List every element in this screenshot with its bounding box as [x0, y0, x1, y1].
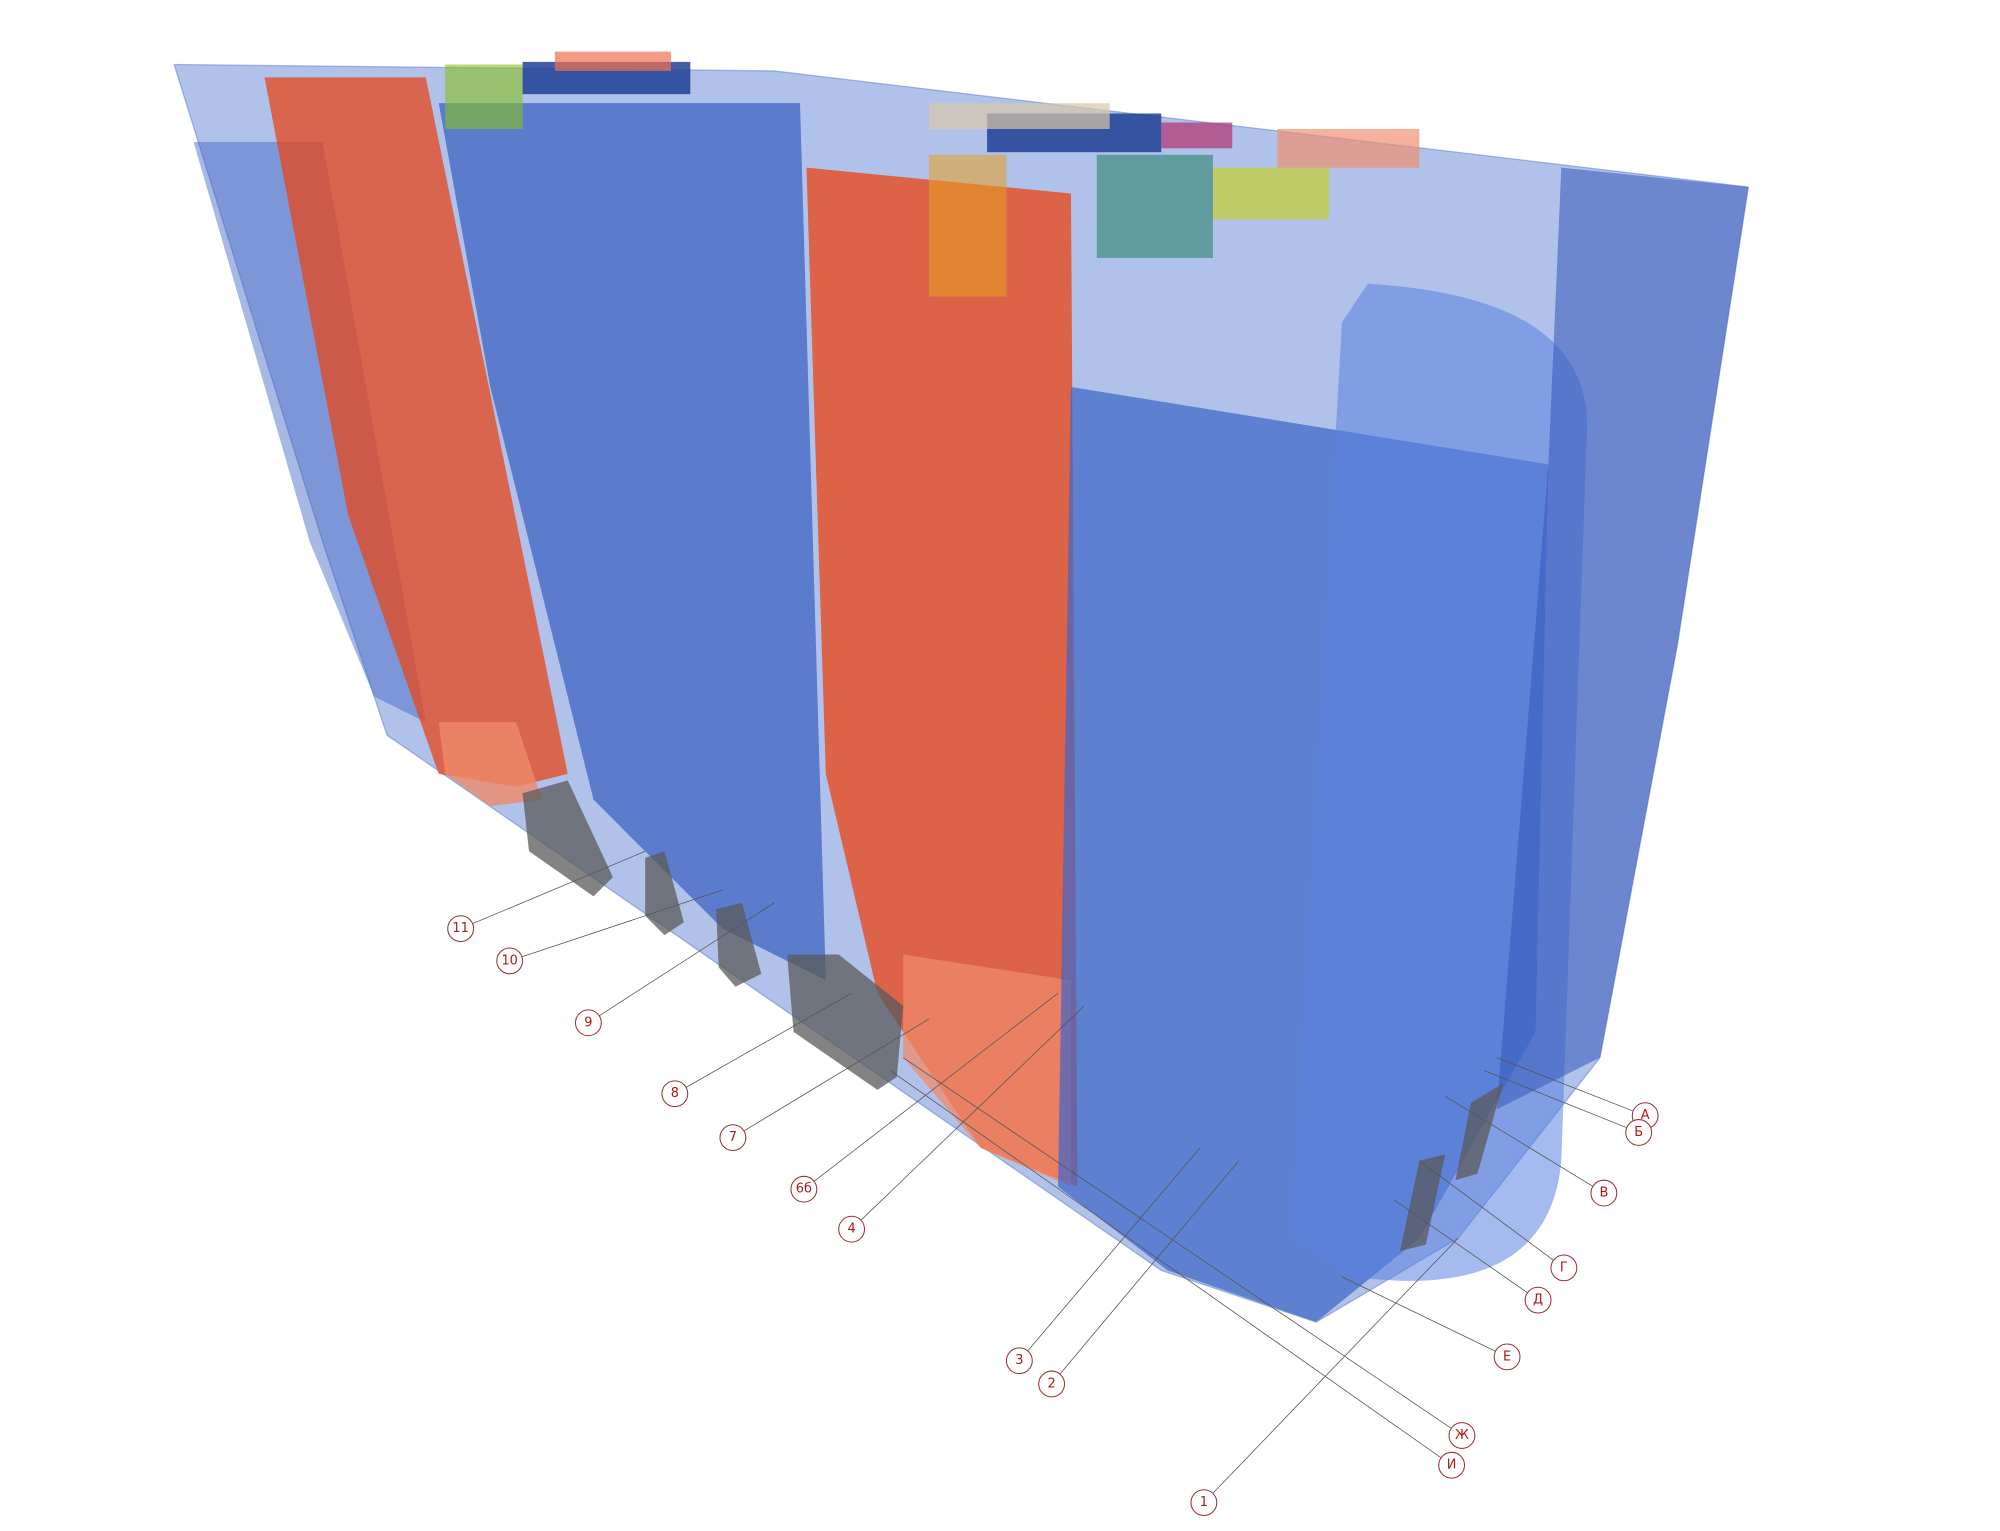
axis-bubble: [1550, 1254, 1578, 1282]
axis-bubble: [1005, 1347, 1033, 1375]
roof-box: [1277, 128, 1420, 168]
support-block: [645, 851, 684, 936]
axis-label: 1: [1200, 1495, 1208, 1510]
axis-line: [509, 889, 723, 962]
support-block: [1400, 1154, 1446, 1252]
left-red-base: [438, 722, 542, 807]
support-block: [716, 902, 762, 987]
axis-label: 4: [848, 1222, 856, 1237]
axis-bubble: [661, 1080, 689, 1108]
axis-bubble: [1625, 1119, 1653, 1146]
right-red-volume: [806, 167, 1078, 1187]
axis-line: [1483, 1070, 1639, 1133]
roof-box: [929, 103, 1110, 129]
axis-label: 2: [1048, 1376, 1056, 1391]
axis-label: 10: [501, 953, 517, 968]
right-outer-blue: [1496, 167, 1749, 1110]
left-red-volume: [264, 77, 568, 787]
axis-label: Е: [1503, 1349, 1511, 1364]
axis-bubble: [1448, 1422, 1476, 1449]
axis-label: 6б: [796, 1182, 812, 1197]
axis-label: 9: [584, 1015, 592, 1030]
axis-label: 11: [452, 921, 468, 936]
axis-bubble: [1038, 1370, 1066, 1398]
axis-line: [803, 992, 1059, 1190]
building-model: [173, 51, 1750, 1323]
axis-bubble: [447, 915, 475, 943]
axis-bubble: [1590, 1179, 1618, 1207]
axis-bubble: [1493, 1343, 1521, 1371]
roof-box: [1212, 167, 1330, 220]
axis-line: [674, 992, 852, 1095]
axis-line: [1419, 1160, 1565, 1269]
axis-line: [1203, 1237, 1459, 1503]
right-red-base: [903, 954, 1071, 1187]
axis-label: И: [1447, 1458, 1457, 1473]
roof-box: [1096, 154, 1213, 258]
axis-bubble: [1438, 1451, 1466, 1479]
axis-label: 8: [671, 1086, 679, 1101]
roof-box: [445, 64, 523, 129]
axis-line: [460, 850, 646, 930]
axis-bubble: [838, 1215, 866, 1243]
roof-box: [929, 154, 1007, 297]
axis-label: Б: [1634, 1125, 1643, 1140]
axis-line: [1051, 1160, 1240, 1385]
axis-label: Д: [1533, 1293, 1543, 1308]
axis-label: В: [1599, 1186, 1608, 1201]
axis-bubble: [719, 1124, 747, 1152]
left-blue-volume: [193, 141, 426, 723]
axis-label: Ж: [1455, 1428, 1469, 1443]
roof-box: [1161, 122, 1233, 149]
support-block: [522, 780, 613, 897]
axis-line: [1019, 1147, 1201, 1361]
grid-axes: АБ В Г Д Е ЖИ 1 2 3 4 6б 7 8 9 10 11: [447, 850, 1659, 1517]
axis-label: 7: [729, 1130, 737, 1145]
axis-label: Г: [1560, 1260, 1568, 1275]
axis-line: [903, 1057, 1463, 1436]
axis-bubble: [496, 947, 524, 975]
axis-line: [588, 902, 775, 1024]
axis-line: [851, 1005, 1085, 1230]
axis-bubble: [1524, 1286, 1552, 1314]
axis-line: [1341, 1276, 1508, 1358]
axis-line: [1496, 1057, 1646, 1117]
axis-bubble: [790, 1175, 818, 1203]
axis-label: А: [1641, 1108, 1650, 1123]
axis-bubble: [1190, 1489, 1218, 1517]
axis-line: [890, 1070, 1452, 1466]
axis-bubble: [574, 1009, 602, 1037]
middle-blue-volume: [438, 103, 826, 981]
axis-line: [1393, 1199, 1539, 1301]
axis-line: [1444, 1096, 1605, 1194]
axis-line: [732, 1018, 930, 1138]
support-block: [1455, 1083, 1504, 1181]
axis-label: 3: [1015, 1353, 1023, 1368]
support-block: [787, 954, 904, 1090]
roof-box: [554, 51, 671, 71]
